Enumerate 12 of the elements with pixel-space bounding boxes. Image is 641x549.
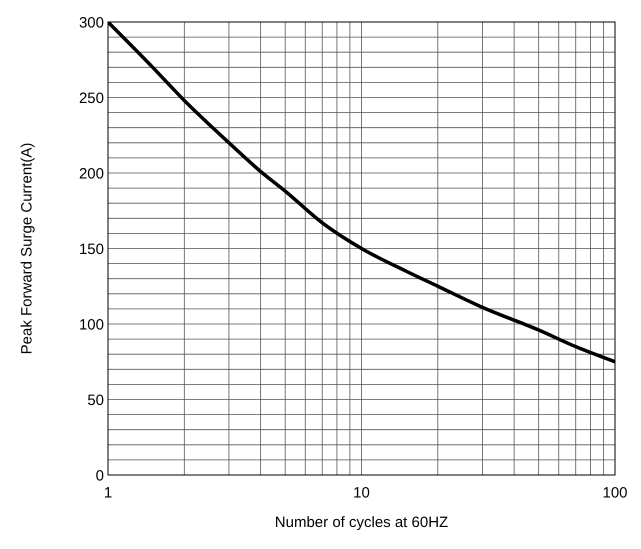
y-tick-label: 250 [78, 90, 104, 107]
x-tick-label: 1 [104, 484, 112, 502]
y-tick-label: 50 [87, 392, 104, 409]
y-tick-label: 100 [78, 316, 104, 334]
y-tick-label: 0 [96, 467, 104, 484]
y-tick-label: 200 [78, 165, 104, 182]
x-tick-label: 10 [353, 484, 370, 502]
y-tick-label: 150 [78, 240, 104, 258]
x-axis-title: Number of cycles at 60HZ [274, 514, 448, 531]
y-axis-title: Peak Forward Surge Current(A) [18, 142, 36, 354]
x-tick-label: 100 [602, 484, 628, 502]
y-tick-label: 300 [78, 14, 104, 32]
